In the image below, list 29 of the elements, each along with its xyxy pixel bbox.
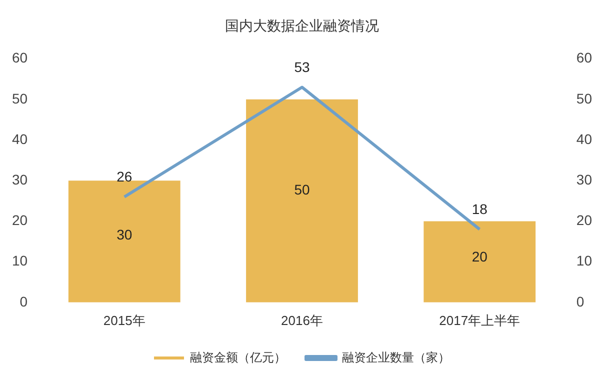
y-tick-label: 40 [12, 130, 28, 147]
data-label: 20 [472, 248, 488, 265]
legend-label: 融资金额（亿元） [190, 350, 286, 364]
y-tick-label: 10 [12, 252, 28, 269]
data-label: 26 [116, 168, 132, 185]
y-tick-label: 60 [12, 50, 28, 66]
y2-tick-label: 20 [576, 212, 592, 228]
y2-tick-label: 50 [576, 90, 592, 106]
y-tick-label: 50 [12, 90, 28, 106]
data-label: 50 [294, 182, 310, 198]
bar [68, 180, 180, 302]
y2-tick-label: 40 [576, 130, 592, 147]
data-label: 53 [294, 59, 310, 76]
chart-title: 国内大数据企业融资情况 [225, 17, 379, 34]
bar [246, 99, 358, 302]
y2-tick-label: 30 [576, 171, 592, 188]
x-tick-label: 2015年 [103, 312, 146, 328]
x-tick-label: 2017年上半年 [439, 312, 520, 328]
legend-label: 融资企业数量（家） [342, 350, 450, 364]
y-tick-label: 0 [20, 293, 28, 310]
bar [424, 221, 536, 302]
y-tick-label: 20 [12, 212, 28, 228]
y2-tick-label: 60 [576, 50, 592, 66]
y2-tick-label: 0 [576, 293, 584, 310]
y2-tick-label: 10 [576, 252, 592, 269]
y-tick-label: 30 [12, 171, 28, 188]
x-tick-label: 2016年 [281, 312, 323, 328]
data-label: 30 [116, 226, 132, 242]
data-label: 18 [472, 201, 488, 218]
